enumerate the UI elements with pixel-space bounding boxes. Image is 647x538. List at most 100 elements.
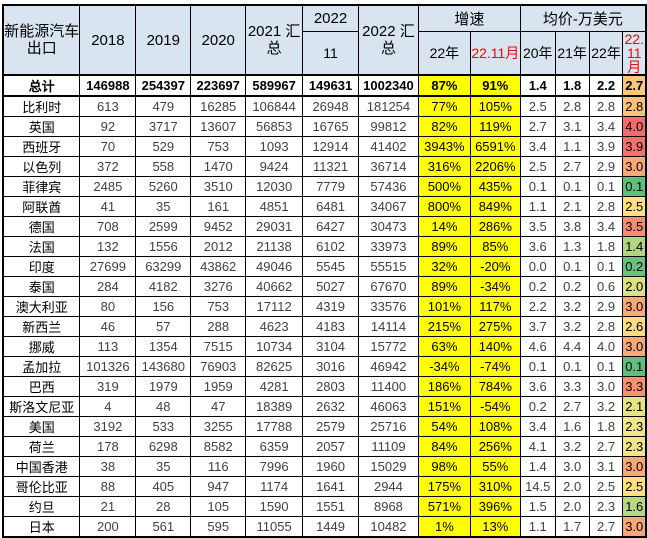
export-volume-cell: 11109 [357,436,419,457]
country-cell: 哥伦比亚 [2,476,81,497]
avg-price-cell: 1.8 [588,416,624,437]
table-row: 比利时 613 479 16285 106844 26948 181254 77% 105% 2.… [2,95,647,117]
table-row: 美国 3192 533 3255 17788 2579 25716 54% 108% 3.4 1.6… [2,416,647,437]
header-row-label: 新能源汽车出口 [2,4,81,76]
country-cell: 新西兰 [2,316,81,337]
avg-price-cell: 2.9 [588,296,624,317]
country-cell: 以色列 [2,156,81,177]
country-cell: 日本 [2,516,81,538]
avg-price-latest-cell: 2.7 [622,74,647,97]
avg-price-cell: 2.7 [588,516,624,538]
export-volume-cell: 143680 [135,356,192,377]
export-volume-cell: 38 [79,456,137,477]
growth-rate-cell: 63% [417,336,471,357]
header-2019: 2019 [135,4,192,76]
export-volume-cell: 57 [135,316,192,337]
export-volume-cell: 17112 [245,296,304,317]
growth-rate-cell: 435% [469,176,521,197]
avg-price-cell: 3.2 [554,436,590,457]
export-volume-cell: 14114 [357,316,419,337]
avg-price-cell: 2.5 [588,476,624,497]
table-row: 哥伦比亚 88 405 947 1174 1641 2944 175% 310% 14.5 2.0 2… [2,476,647,497]
header-2022-11-year: 2022 [302,4,359,32]
growth-rate-cell: 286% [469,216,521,237]
export-volume-cell: 7996 [245,456,304,477]
country-cell: 荷兰 [2,436,81,457]
export-volume-cell: 21138 [245,236,304,257]
avg-price-cell: 3.6 [519,236,556,257]
growth-rate-cell: 87% [417,74,471,97]
avg-price-latest-cell: 2.8 [622,95,647,117]
country-cell: 菲律宾 [2,176,81,197]
table-row: 总计 146988 254397 223697 589967 149631 1002340 8… [2,74,647,97]
growth-rate-cell: 151% [417,396,471,417]
export-volume-cell: 33576 [357,296,419,317]
avg-price-latest-cell: 0.2 [622,256,647,277]
export-volume-cell: 479 [135,95,192,117]
export-volume-cell: 56853 [245,116,304,137]
export-volume-cell: 88 [79,476,137,497]
avg-price-cell: 3.0 [554,456,590,477]
growth-rate-cell: 175% [417,476,471,497]
export-volume-cell: 47 [190,396,247,417]
export-volume-cell: 46063 [357,396,419,417]
avg-price-cell: 2.8 [554,95,590,117]
table-row: 法国 132 1556 2012 21138 6102 33973 89% 85% 3.6 1.3 1… [2,236,647,257]
export-volume-cell: 6359 [245,436,304,457]
export-volume-cell: 15029 [357,456,419,477]
growth-rate-cell: 310% [469,476,521,497]
growth-rate-cell: 6591% [469,136,521,157]
growth-rate-cell: 784% [469,376,521,397]
table-row: 菲律宾 2485 5260 3510 12030 7779 57436 500% 435% 0.1… [2,176,647,197]
growth-rate-cell: 849% [469,196,521,217]
growth-rate-cell: 98% [417,456,471,477]
export-volume-cell: 4281 [245,376,304,397]
export-volume-cell: 3717 [135,116,192,137]
export-volume-cell: 589967 [245,74,304,97]
avg-price-cell: 0.1 [519,176,556,197]
export-volume-cell: 753 [190,296,247,317]
avg-price-cell: 3.9 [588,136,624,157]
avg-price-cell: 1.4 [519,456,556,477]
export-volume-cell: 223697 [190,74,247,97]
avg-price-cell: 0.1 [588,176,624,197]
export-volume-cell: 1641 [302,476,359,497]
avg-price-cell: 4.4 [554,336,590,357]
country-cell: 美国 [2,416,81,437]
growth-rate-cell: -74% [469,356,521,377]
export-volume-cell: 105 [190,496,247,517]
export-volume-cell: 3104 [302,336,359,357]
export-volume-cell: 3255 [190,416,247,437]
export-volume-cell: 5545 [302,256,359,277]
table-header: 新能源汽车出口 2018 2019 2020 2021 汇总 2022 2022… [2,4,647,76]
export-volume-cell: 2944 [357,476,419,497]
avg-price-cell: 3.3 [554,376,590,397]
export-volume-cell: 34067 [357,196,419,217]
avg-price-cell: 2.7 [554,156,590,177]
avg-price-cell: 4.6 [519,336,556,357]
export-volume-cell: 8582 [190,436,247,457]
export-volume-cell: 25716 [357,416,419,437]
export-volume-cell: 613 [79,95,137,117]
avg-price-cell: 2.7 [519,116,556,137]
avg-price-cell: 2.8 [588,196,624,217]
export-volume-cell: 11321 [302,156,359,177]
avg-price-cell: 3.4 [519,416,556,437]
export-volume-cell: 48 [135,396,192,417]
export-volume-cell: 149631 [302,74,359,97]
export-volume-cell: 11055 [245,516,304,538]
export-volume-cell: 3016 [302,356,359,377]
avg-price-cell: 1.1 [554,136,590,157]
export-volume-cell: 92 [79,116,137,137]
header-growth-group: 增速 [417,4,521,32]
export-volume-cell: 13607 [190,116,247,137]
avg-price-latest-cell: 0.1 [622,356,647,377]
export-volume-cell: 30473 [357,216,419,237]
export-volume-cell: 18389 [245,396,304,417]
export-volume-cell: 41402 [357,136,419,157]
export-volume-cell: 533 [135,416,192,437]
country-cell: 英国 [2,116,81,137]
header-price-22: 22年 [588,31,624,76]
avg-price-cell: 2.9 [588,156,624,177]
export-volume-cell: 7779 [302,176,359,197]
